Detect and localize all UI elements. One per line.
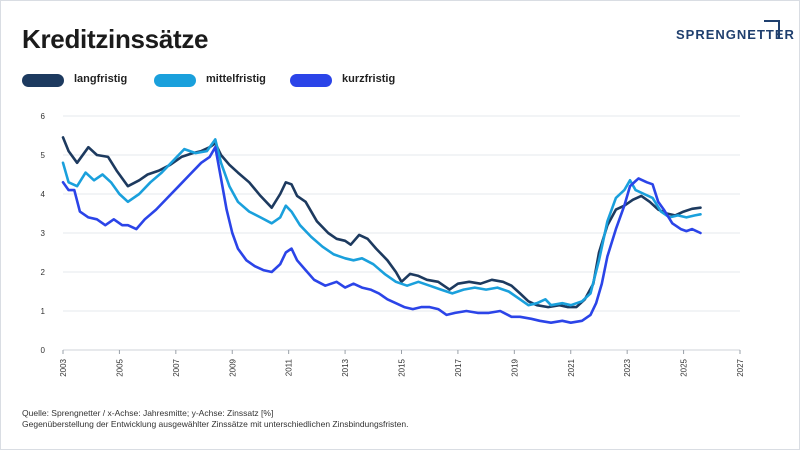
x-tick-label: 2019 bbox=[510, 358, 519, 376]
page-title: Kreditzinssätze bbox=[22, 24, 209, 54]
description-note: Gegenüberstellung der Entwicklung ausgew… bbox=[22, 419, 409, 429]
x-tick-label: 2025 bbox=[680, 358, 689, 376]
x-tick-label: 2003 bbox=[59, 358, 68, 376]
legend-label-kurzfristig: kurzfristig bbox=[342, 73, 396, 85]
y-tick-label: 0 bbox=[41, 346, 46, 355]
y-tick-label: 5 bbox=[41, 151, 46, 160]
legend-swatch-langfristig bbox=[22, 74, 64, 87]
logo-text: SPRENGNETTER bbox=[676, 27, 795, 42]
x-tick-label: 2027 bbox=[736, 358, 745, 376]
x-tick-label: 2015 bbox=[398, 358, 407, 376]
y-tick-label: 4 bbox=[41, 190, 46, 199]
x-tick-label: 2023 bbox=[623, 358, 632, 376]
y-tick-label: 1 bbox=[41, 307, 46, 316]
series-line-kurzfristig bbox=[61, 145, 702, 324]
y-tick-label: 2 bbox=[41, 268, 46, 277]
legend-label-mittelfristig: mittelfristig bbox=[206, 73, 266, 85]
x-tick-label: 2007 bbox=[172, 358, 181, 376]
legend-label-langfristig: langfristig bbox=[74, 73, 128, 85]
sprengnetter-logo: SPRENGNETTER bbox=[676, 20, 794, 46]
line-chart: 0 1 2 3 4 5 6 2003 2005 2007 2009 2011 2013 2015 2017 2… bbox=[41, 112, 745, 377]
x-tick-label: 2009 bbox=[228, 358, 237, 376]
x-tick-label: 2011 bbox=[285, 358, 294, 376]
source-note: Quelle: Sprengnetter / x-Achse: Jahresmi… bbox=[22, 408, 274, 418]
legend-swatch-kurzfristig bbox=[290, 74, 332, 87]
y-tick-label: 3 bbox=[41, 229, 46, 238]
logo-mark-icon bbox=[764, 20, 780, 38]
x-tick-label: 2005 bbox=[115, 358, 124, 376]
chart-footer: Quelle: Sprengnetter / x-Achse: Jahresmi… bbox=[22, 408, 409, 430]
x-tick-label: 2013 bbox=[341, 358, 350, 376]
x-tick-label: 2021 bbox=[567, 358, 576, 376]
y-tick-label: 6 bbox=[41, 112, 46, 121]
x-tick-label: 2017 bbox=[454, 358, 463, 376]
series-line-langfristig bbox=[61, 136, 702, 309]
legend-swatch-mittelfristig bbox=[154, 74, 196, 87]
series-line-mittelfristig bbox=[61, 138, 702, 307]
